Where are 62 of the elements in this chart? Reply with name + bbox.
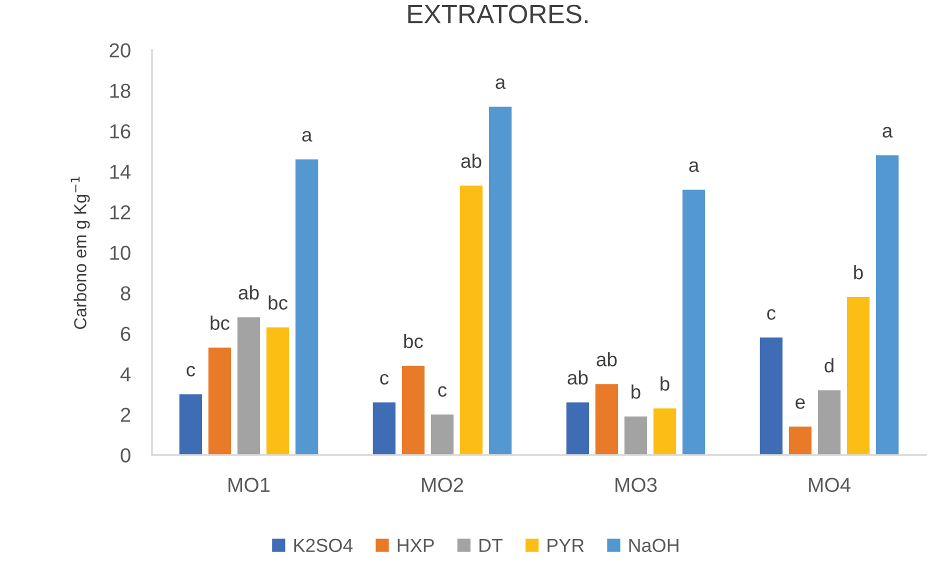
bar xyxy=(237,317,260,455)
data-label: b xyxy=(632,384,640,399)
bar xyxy=(372,402,396,455)
data-label: ab xyxy=(596,352,617,366)
y-tick-label: 16 xyxy=(110,124,130,138)
legend-label: PYR xyxy=(548,538,584,552)
y-tick-label: 8 xyxy=(120,286,130,300)
legend-label: DT xyxy=(480,538,503,552)
data-label: ab xyxy=(238,285,259,300)
data-label: c xyxy=(767,309,776,320)
data-label: a xyxy=(496,78,506,89)
data-label: c xyxy=(438,386,447,397)
data-label: a xyxy=(882,126,893,138)
y-tick-label: 2 xyxy=(120,408,130,422)
data-label: ab xyxy=(568,370,588,385)
bar xyxy=(179,394,202,455)
y-axis-title: Carbono em g Kg$^{−1}$ xyxy=(70,176,90,329)
bar xyxy=(624,416,648,455)
x-tick-label: MO4 xyxy=(809,478,850,492)
legend-label: HXP xyxy=(398,538,434,552)
bar xyxy=(682,190,706,455)
data-label: b xyxy=(854,265,863,280)
data-label: a xyxy=(302,130,312,142)
bar xyxy=(595,384,618,455)
bar xyxy=(653,408,676,455)
data-label: ab xyxy=(461,154,482,168)
data-label: a xyxy=(689,161,700,172)
legend-label: K2SO4 xyxy=(294,538,353,552)
data-label: c xyxy=(186,366,196,377)
bar xyxy=(818,390,841,455)
data-label: c xyxy=(380,374,389,385)
data-label: bc xyxy=(268,295,288,310)
data-label: bc xyxy=(404,334,423,348)
y-tick-label: 12 xyxy=(110,205,130,220)
y-tick-label: 10 xyxy=(110,246,130,260)
chart-title: EXTRATORES. xyxy=(408,4,588,24)
bar xyxy=(295,159,318,455)
data-label: b xyxy=(660,376,670,391)
y-tick-label: 20 xyxy=(110,43,130,58)
y-tick-label: 4 xyxy=(120,367,131,382)
x-tick-label: MO2 xyxy=(422,478,464,492)
data-label: bc xyxy=(210,316,230,330)
bar xyxy=(460,186,483,455)
bar xyxy=(788,426,812,455)
legend-label: NaOH xyxy=(629,538,678,552)
bar xyxy=(846,297,870,455)
bar xyxy=(266,327,290,455)
x-tick-label: MO1 xyxy=(228,478,270,492)
x-tick-label: MO3 xyxy=(616,478,657,492)
bar xyxy=(430,414,454,455)
bar xyxy=(208,348,232,455)
bar xyxy=(402,366,425,455)
y-tick-label: 0 xyxy=(120,448,130,462)
y-tick-label: 18 xyxy=(110,84,130,98)
data-label: d xyxy=(824,358,834,372)
y-tick-label: 6 xyxy=(120,326,130,341)
bar xyxy=(876,155,899,455)
bar xyxy=(566,402,590,455)
bar xyxy=(488,106,512,455)
data-label: e xyxy=(796,398,805,409)
bar xyxy=(760,338,783,455)
y-tick-label: 14 xyxy=(110,164,131,179)
